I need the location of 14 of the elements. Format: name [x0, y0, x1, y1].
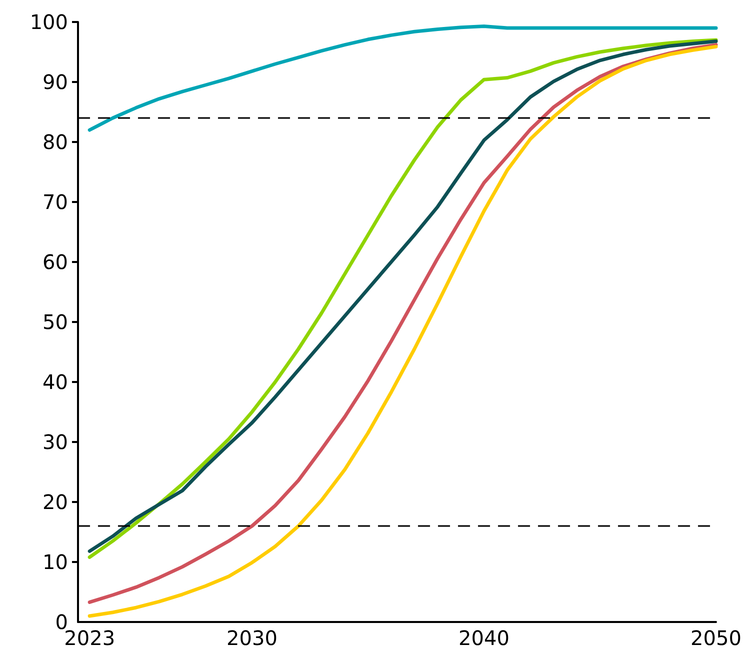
- y-tick-label: 30: [42, 430, 68, 454]
- y-tick-label: 50: [42, 310, 68, 334]
- x-tick-label: 2030: [226, 626, 278, 650]
- y-tick-label: 10: [42, 550, 68, 574]
- y-tick-label: 100: [30, 10, 68, 34]
- x-tick-label: 2040: [458, 626, 510, 650]
- x-tick-label: 2050: [690, 626, 742, 650]
- y-tick-label: 20: [42, 490, 68, 514]
- y-tick-label: 40: [42, 370, 68, 394]
- y-tick-label: 90: [42, 70, 68, 94]
- y-tick-label: 60: [42, 250, 68, 274]
- line-series: [88, 24, 718, 132]
- y-tick-label: 70: [42, 190, 68, 214]
- y-tick-label: 80: [42, 130, 68, 154]
